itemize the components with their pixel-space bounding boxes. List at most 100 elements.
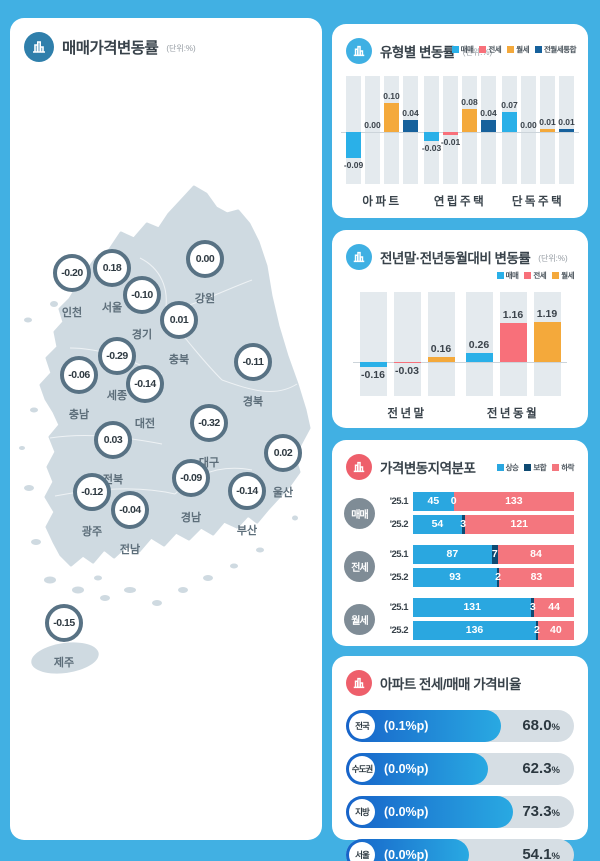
pin-value: -0.29	[98, 337, 136, 375]
bar-columns: 0.07 0.00 0.01 0.01	[497, 76, 579, 184]
island-shape	[72, 586, 84, 594]
legend-label: 매매	[505, 271, 519, 280]
legend-swatch	[552, 464, 560, 471]
bar-매매	[424, 132, 439, 141]
distribution-row: '25.1 87 7 84	[382, 545, 574, 564]
island-shape	[24, 317, 32, 323]
segment-하락: 121	[464, 515, 574, 534]
ratio-value: 68.0%	[522, 710, 560, 744]
legend-item: 매매	[451, 44, 474, 55]
segment-value: 7	[491, 548, 498, 560]
legend-label: 하락	[561, 463, 574, 472]
region-label: 울산	[272, 487, 294, 499]
category-label: 연립주택	[433, 196, 487, 208]
legend-item: 전세	[524, 270, 547, 281]
region-label: 충북	[168, 354, 190, 366]
group-rows: '25.1 45 0 133 '25.2 54 3 121	[382, 492, 574, 534]
bar-value: 0.16	[430, 343, 452, 355]
period-label: '25.1	[389, 549, 409, 560]
bar-value: 0.00	[520, 120, 537, 130]
bar-value: 0.07	[501, 100, 518, 110]
pin-value: 0.02	[264, 434, 302, 472]
legend-label: 매매	[460, 45, 474, 54]
bar-전월세통합	[403, 120, 418, 132]
bar-전세	[393, 362, 421, 363]
segment-value: 93	[449, 571, 461, 583]
panel-header: 매매가격변동률 (단위:%)	[10, 18, 322, 62]
stacked-bar: 87 7 84	[413, 545, 574, 564]
bar-chart-icon	[346, 454, 372, 480]
percent-sign: %	[551, 765, 560, 776]
legend-label: 전월세통합	[544, 45, 577, 54]
map-pin-울산: 0.02 울산	[264, 434, 302, 499]
pin-value: -0.14	[228, 472, 266, 510]
legend: 매매 전세 월세 전월세통합	[451, 44, 577, 55]
group-rows: '25.1 131 3 44 '25.2 136 2 40	[382, 598, 574, 640]
legend-swatch	[496, 272, 504, 279]
segment-value: 0	[450, 495, 457, 507]
map-pin-대구: -0.32 대구	[190, 404, 228, 469]
korea-map-area: -0.20 인천 0.18 서울 -0.10 경기 0.00 강원 0.01 충북 -0.29 세종 -…	[10, 18, 322, 840]
pin-value: -0.15	[45, 604, 83, 642]
bar-매매	[346, 132, 361, 158]
stacked-bar: 45 0 133	[413, 492, 574, 511]
bar-value: 1.19	[536, 308, 558, 320]
building-chart-icon	[24, 32, 54, 62]
group-label: 전세	[344, 550, 375, 582]
segment-상승: 131	[413, 598, 532, 617]
legend-label: 보합	[533, 463, 547, 472]
ratio-number: 68.0	[522, 717, 552, 734]
change-label: (0.0%p)	[384, 805, 429, 819]
bar-전세	[499, 323, 527, 362]
bar-value: -0.03	[421, 143, 442, 153]
ratio-row: 지방 (0.0%p) 73.3%	[346, 796, 574, 828]
pin-value: -0.14	[126, 365, 164, 403]
segment-하락: 44	[534, 598, 574, 617]
zero-axis	[497, 132, 579, 133]
bar-track: 0.16	[427, 292, 455, 396]
bar-track: 1.19	[533, 292, 561, 396]
island-shape	[94, 575, 102, 581]
change-label: (0.0%p)	[384, 848, 429, 861]
segment-value: 2	[533, 624, 540, 636]
island-shape	[256, 547, 264, 553]
category-label: 아파트	[362, 196, 402, 208]
segment-보합: 7	[491, 545, 499, 564]
region-label: 경북	[242, 396, 264, 408]
bar-value: -0.16	[361, 369, 385, 381]
sale-price-map-panel: 매매가격변동률 (단위:%) -0.20 인천 0.18 서울 -0.10 경기 0.00 강…	[10, 18, 322, 840]
bar-매매	[359, 362, 387, 367]
distribution-row: '25.2 93 2 83	[382, 568, 574, 587]
panel-unit: (단위:%)	[538, 254, 568, 263]
island-shape	[230, 563, 238, 569]
segment-상승: 45	[413, 492, 454, 511]
bar-value: 0.01	[539, 117, 556, 127]
legend-item: 월세	[507, 44, 529, 55]
bar-group: 0.26 1.16 1.19 전년동월	[459, 292, 567, 421]
change-label: (0.0%p)	[384, 762, 429, 776]
pin-value: 0.00	[186, 240, 224, 278]
legend-item: 전월세통합	[535, 44, 577, 55]
ratio-number: 54.1	[522, 846, 552, 861]
legend-label: 전세	[488, 45, 502, 54]
island-shape	[24, 485, 34, 491]
map-pin-대전: -0.14 대전	[126, 365, 164, 430]
zero-axis	[341, 132, 423, 133]
change-label: (0.1%p)	[384, 719, 429, 733]
legend-item: 전세	[479, 44, 502, 55]
bar-track: 0.10	[383, 76, 400, 184]
segment-보합: 2	[495, 568, 501, 587]
segment-상승: 54	[413, 515, 462, 534]
island-shape	[124, 587, 136, 593]
ratio-fill	[346, 839, 470, 861]
bar-전월세통합	[481, 120, 496, 132]
jeonse-ratio-panel: 아파트 전세/매매 가격비율 전국 (0.1%p) 68.0% 수도권 (0.0%p) 6…	[332, 656, 588, 861]
segment-value: 2	[495, 571, 501, 583]
period-label: '25.1	[389, 496, 409, 507]
panel-title: 전년말·전년동월대비 변동률	[380, 251, 531, 266]
bar-track: -0.01	[441, 76, 460, 184]
island-shape	[203, 575, 213, 581]
segment-value: 44	[548, 601, 560, 613]
period-label: '25.2	[389, 572, 409, 583]
island-shape	[19, 446, 25, 450]
